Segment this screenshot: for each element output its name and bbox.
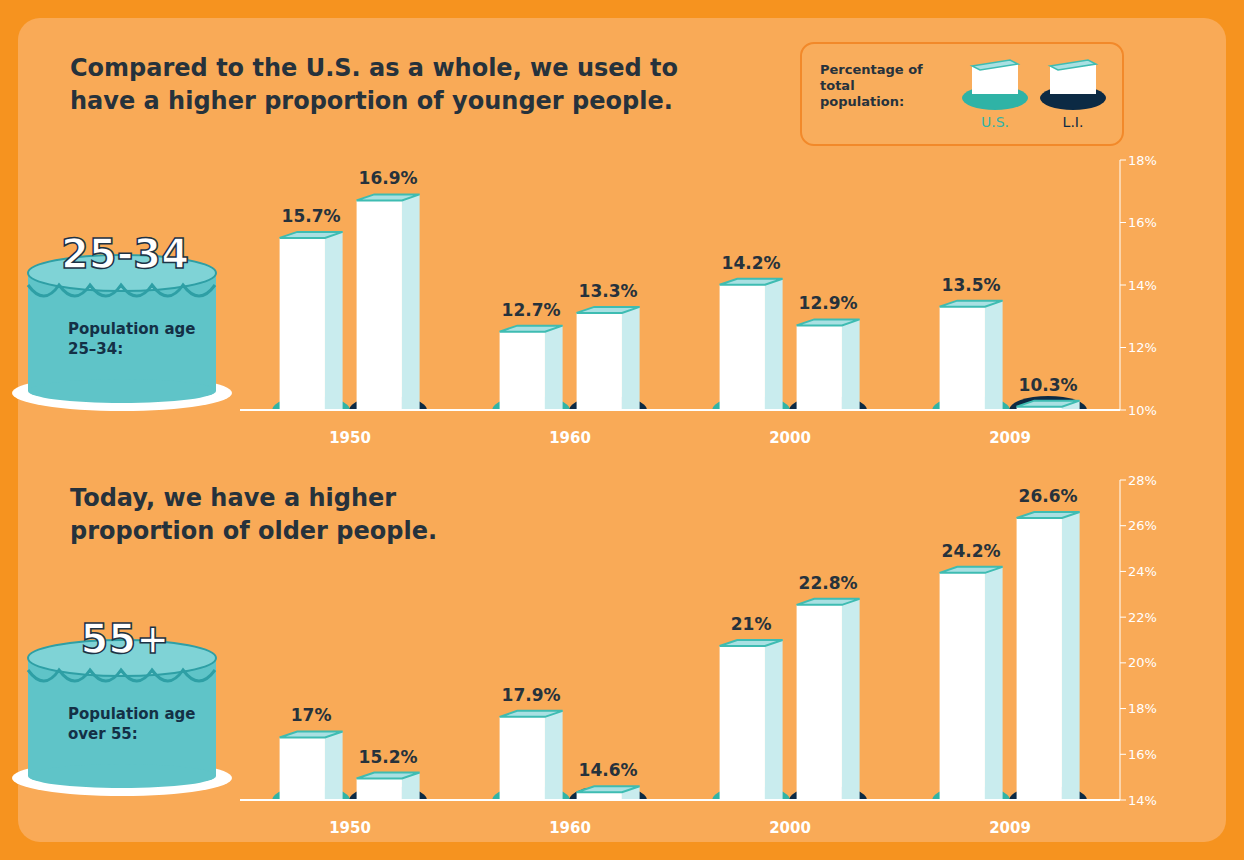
svg-text:16%: 16% — [1128, 215, 1157, 230]
svg-text:22.8%: 22.8% — [799, 573, 858, 593]
html-text:Today, we have a higher propor: Today, we have a higher proportion of ol… — [70, 484, 437, 545]
svg-text:2000: 2000 — [769, 429, 811, 447]
svg-text:1960: 1960 — [549, 819, 591, 837]
svg-text:18%: 18% — [1128, 701, 1157, 716]
svg-text:12.7%: 12.7% — [502, 300, 561, 320]
svg-text:16%: 16% — [1128, 747, 1157, 762]
svg-text:10%: 10% — [1128, 403, 1157, 418]
svg-text:2009: 2009 — [989, 429, 1031, 447]
svg-text:20%: 20% — [1128, 655, 1157, 670]
svg-text:22%: 22% — [1128, 610, 1157, 625]
html-text:Percentage of total population: Percentage of total population: — [820, 62, 923, 109]
svg-text:17%: 17% — [291, 705, 332, 725]
svg-text:16.9%: 16.9% — [359, 168, 418, 188]
svg-text:24%: 24% — [1128, 564, 1157, 579]
svg-text:14%: 14% — [1128, 793, 1157, 808]
svg-text:12%: 12% — [1128, 340, 1157, 355]
svg-text:2009: 2009 — [989, 819, 1031, 837]
svg-text:13.5%: 13.5% — [942, 275, 1001, 295]
svg-text:17.9%: 17.9% — [502, 685, 561, 705]
svg-text:15.7%: 15.7% — [282, 206, 341, 226]
svg-text:1960: 1960 — [549, 429, 591, 447]
svg-text:26.6%: 26.6% — [1019, 486, 1078, 506]
html-text:L.I.: L.I. — [1062, 114, 1084, 130]
html-text:Population age 25–34:: Population age 25–34: — [68, 320, 196, 358]
svg-text:2000: 2000 — [769, 819, 811, 837]
svg-text:12.9%: 12.9% — [799, 293, 858, 313]
svg-text:21%: 21% — [731, 614, 772, 634]
svg-text:1950: 1950 — [329, 819, 371, 837]
html-text:25-34: 25-34 — [61, 231, 189, 277]
svg-text:28%: 28% — [1128, 473, 1157, 488]
svg-text:1950: 1950 — [329, 429, 371, 447]
svg-text:24.2%: 24.2% — [942, 541, 1001, 561]
svg-text:18%: 18% — [1128, 153, 1157, 168]
html-text:U.S.: U.S. — [981, 114, 1009, 130]
svg-text:26%: 26% — [1128, 518, 1157, 533]
svg-text:15.2%: 15.2% — [359, 747, 418, 767]
svg-text:14.6%: 14.6% — [579, 760, 638, 780]
html-text:Compared to the U.S. as a whol: Compared to the U.S. as a whole, we used… — [70, 54, 679, 115]
svg-text:14%: 14% — [1128, 278, 1157, 293]
svg-text:14.2%: 14.2% — [722, 253, 781, 273]
svg-text:13.3%: 13.3% — [579, 281, 638, 301]
html-text:55+: 55+ — [80, 616, 170, 662]
html-text:Population age over 55:: Population age over 55: — [68, 705, 196, 743]
svg-text:10.3%: 10.3% — [1019, 375, 1078, 395]
